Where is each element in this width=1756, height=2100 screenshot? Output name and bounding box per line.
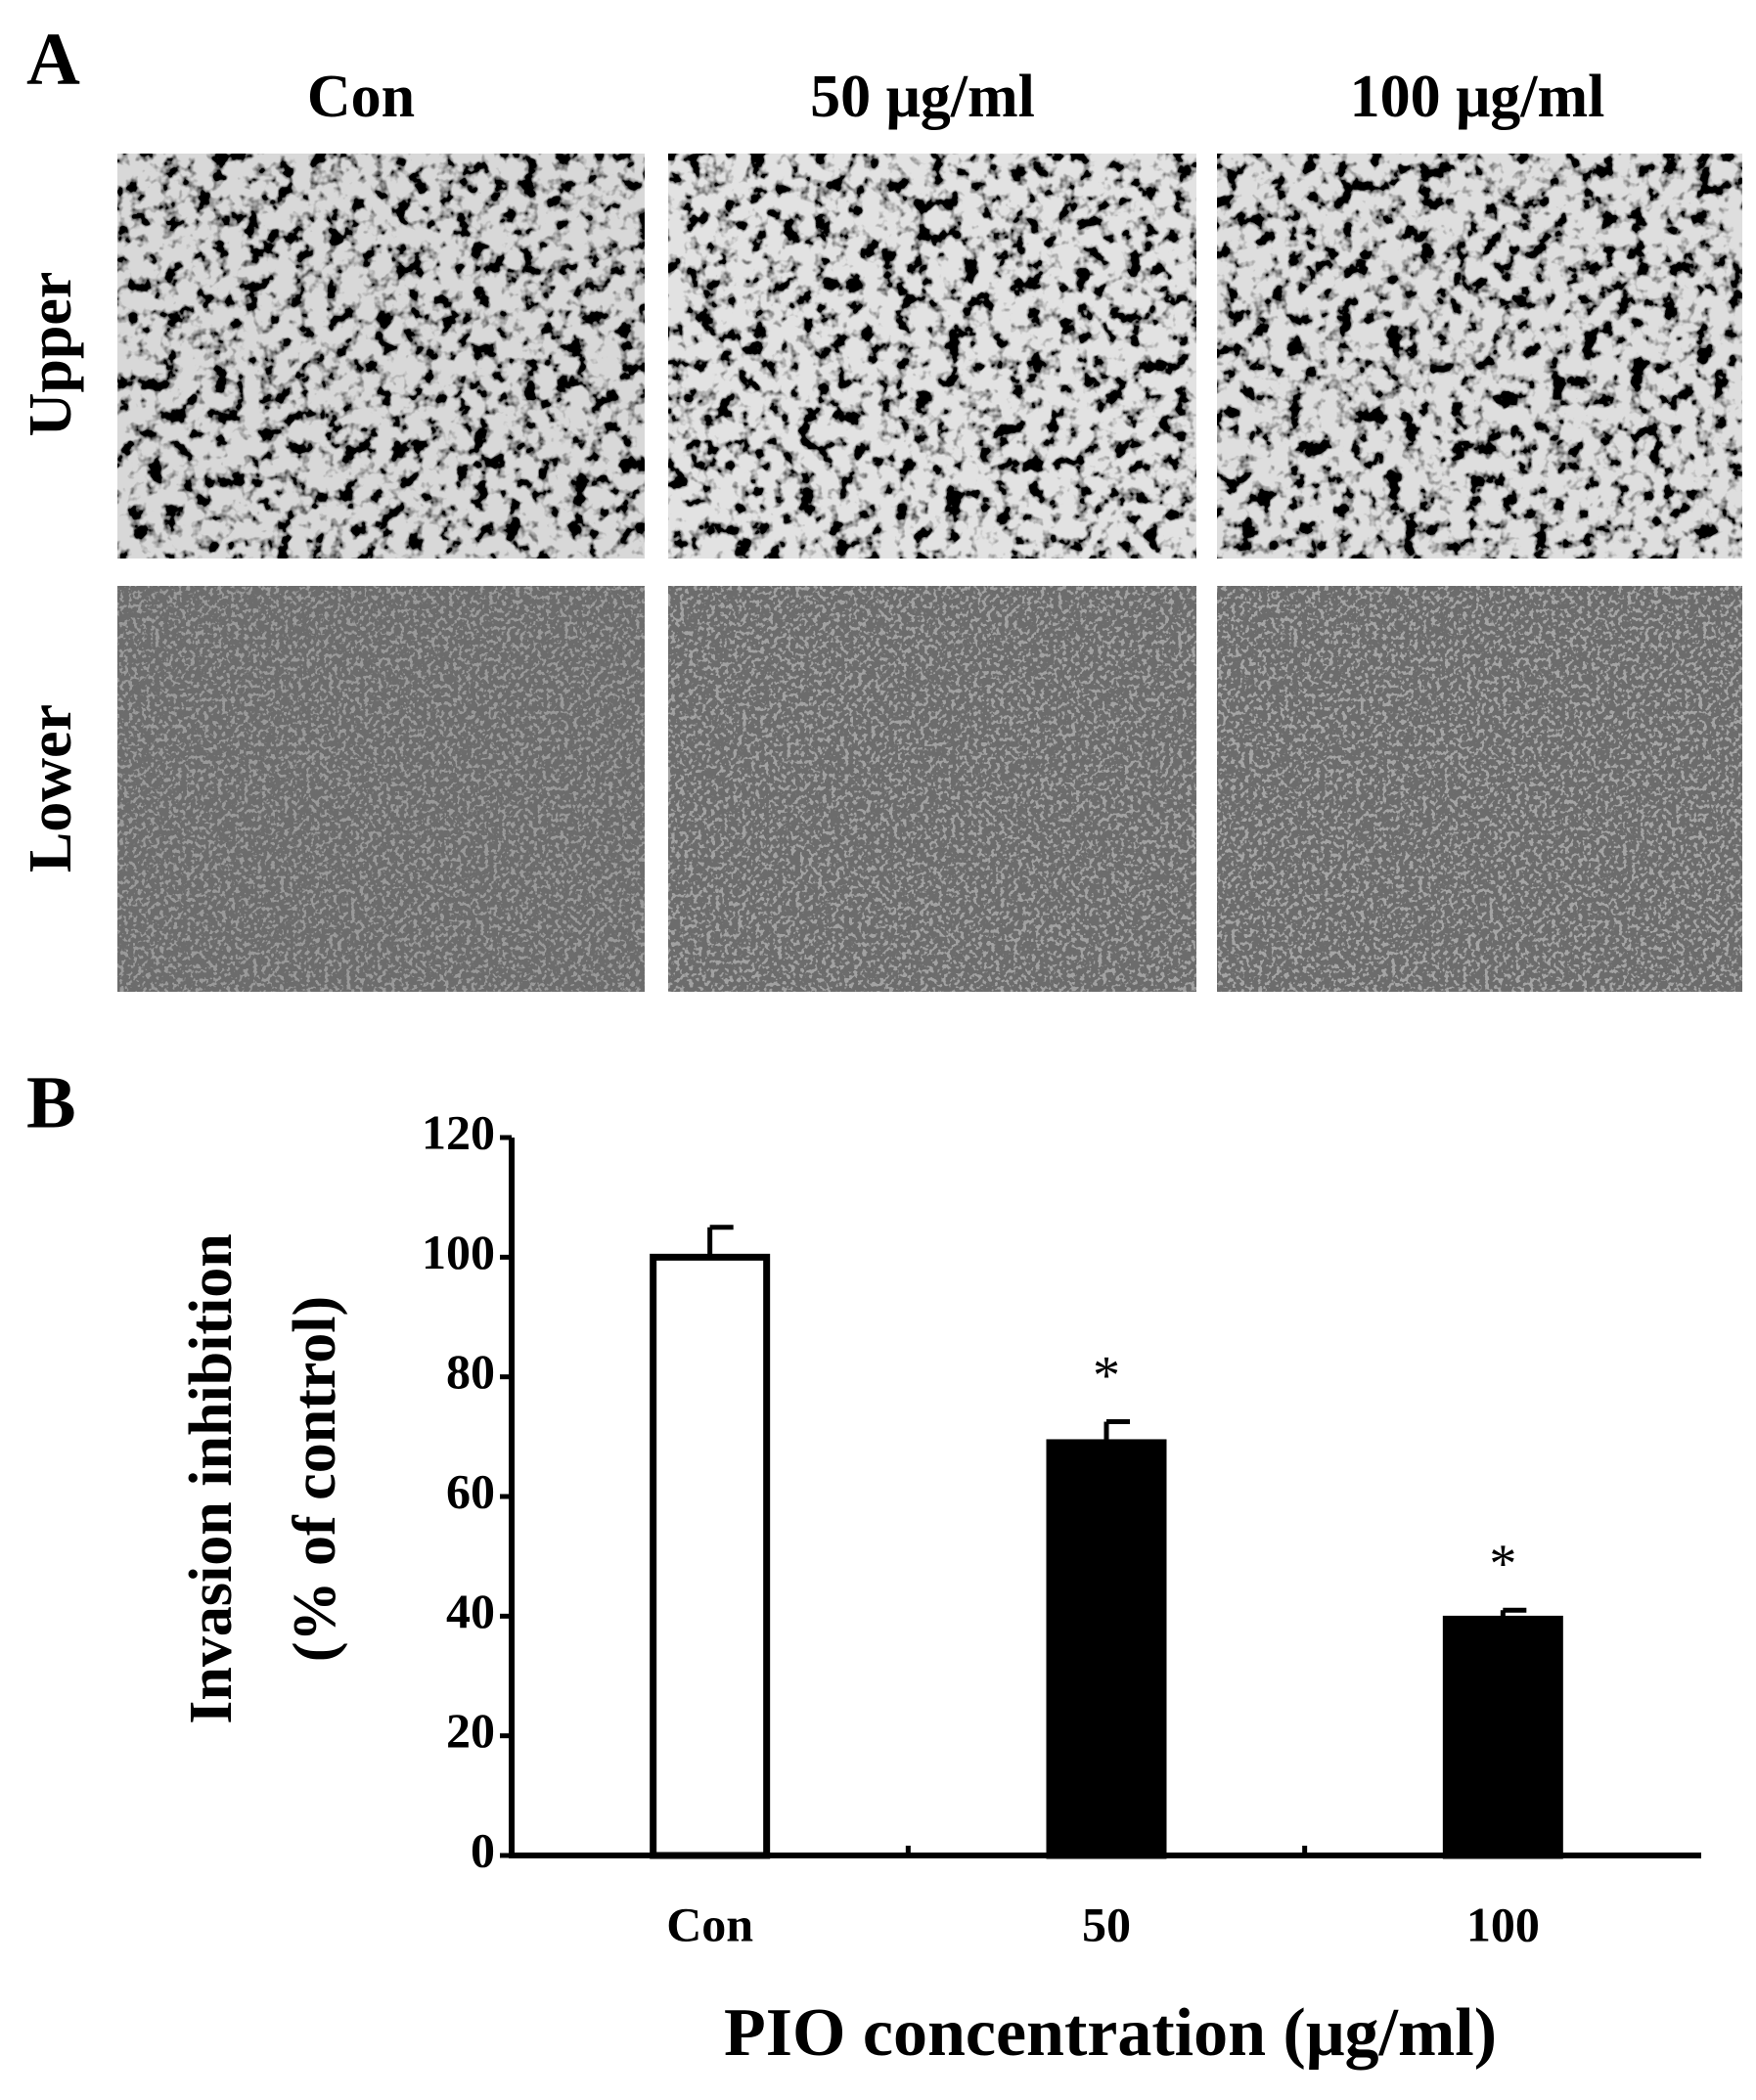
y-axis-title: Invasion inhibition <box>178 1233 245 1723</box>
y-axis-title: (% of control) <box>282 1296 348 1662</box>
x-tick-label: 100 <box>1466 1897 1540 1951</box>
bar <box>650 1253 771 1859</box>
significance-marker: * <box>1489 1534 1516 1594</box>
x-tick-label: 50 <box>1082 1897 1131 1951</box>
y-tick-label: 20 <box>446 1703 495 1758</box>
x-axis-title: PIO concentration (μg/ml) <box>724 1995 1497 2071</box>
micrograph <box>1217 154 1742 559</box>
micrograph <box>117 586 645 992</box>
y-tick-label: 40 <box>446 1584 495 1638</box>
row-label: Lower <box>18 704 84 872</box>
column-label: 100 μg/ml <box>1350 64 1605 130</box>
row-label: Upper <box>18 272 84 437</box>
bar <box>1046 1439 1167 1859</box>
micrograph <box>668 586 1196 992</box>
column-label: Con <box>307 64 415 130</box>
micrograph <box>1217 586 1742 992</box>
panel-label: A <box>26 18 80 100</box>
y-tick-label: 80 <box>446 1344 495 1399</box>
y-tick-label: 120 <box>422 1104 495 1159</box>
panel-label: B <box>26 1061 76 1143</box>
y-tick-label: 100 <box>422 1225 495 1279</box>
micrograph <box>668 154 1196 559</box>
micrographs <box>117 154 1742 992</box>
bar <box>1442 1615 1563 1859</box>
x-tick-label: Con <box>666 1897 753 1951</box>
y-tick-label: 0 <box>471 1822 495 1877</box>
significance-marker: * <box>1093 1345 1120 1406</box>
column-label: 50 μg/ml <box>810 64 1035 130</box>
micrograph <box>117 154 645 559</box>
y-tick-label: 60 <box>446 1463 495 1518</box>
